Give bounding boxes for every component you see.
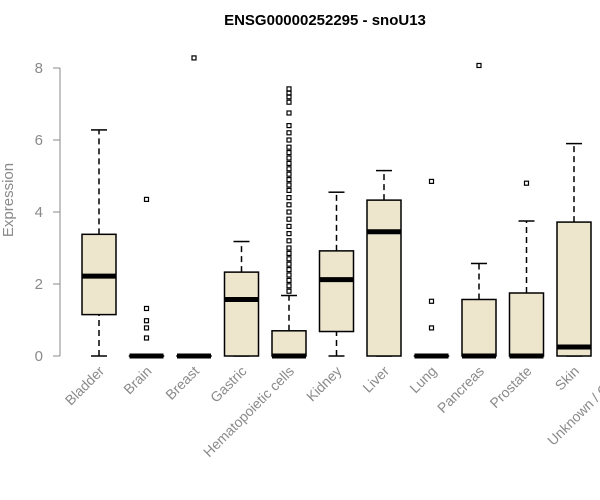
box-rect	[556, 221, 592, 357]
outlier-point	[286, 216, 292, 222]
box-lung	[413, 178, 450, 359]
outlier-point	[143, 196, 150, 202]
outlier-point	[286, 209, 292, 215]
y-axis-ticks: 0 2 4 6 8	[35, 60, 60, 365]
box-rect	[318, 250, 355, 333]
x-tick-label: Brain	[120, 363, 154, 397]
x-tick-label: Skin	[552, 363, 583, 394]
outlier-point	[286, 155, 292, 161]
outlier-point	[286, 256, 292, 262]
outlier-point	[286, 272, 292, 278]
outlier-point	[286, 202, 292, 208]
outlier-point	[286, 223, 292, 229]
outlier-point	[428, 298, 435, 304]
box-brain	[128, 196, 165, 359]
outlier-point	[143, 335, 150, 341]
outlier-point	[286, 86, 292, 92]
outlier-point	[286, 261, 292, 267]
y-tick-label: 8	[35, 60, 43, 77]
x-tick-label: Lung	[406, 363, 439, 396]
outlier-point	[286, 122, 292, 129]
chart-title: ENSG00000252295 - snoU13	[224, 12, 426, 29]
x-tick-label: Bladder	[62, 363, 108, 409]
box-hematopoietic-cells	[271, 86, 307, 359]
outlier-point	[476, 62, 482, 69]
outlier-point	[286, 231, 292, 237]
box-rect	[366, 199, 402, 357]
box-liver	[366, 169, 402, 357]
box-gastric	[223, 240, 260, 357]
outlier-point	[286, 171, 292, 177]
box-kidney	[318, 191, 355, 357]
y-axis-label: Expression	[0, 163, 17, 237]
x-tick-label: Pancreas	[434, 363, 487, 416]
box-rect	[223, 271, 260, 357]
outlier-point	[523, 180, 530, 186]
outlier-point	[286, 99, 292, 105]
y-tick-label: 4	[35, 204, 43, 221]
outlier-point	[286, 110, 292, 116]
box-breast	[176, 55, 212, 359]
outlier-point	[286, 160, 292, 166]
y-tick-label: 2	[35, 276, 43, 293]
outlier-point	[428, 325, 435, 331]
y-tick-label: 0	[35, 348, 43, 365]
outlier-point	[286, 166, 292, 172]
outlier-point	[286, 182, 292, 188]
box-rect	[461, 298, 497, 357]
x-tick-label: Liver	[359, 363, 392, 396]
outlier-point	[428, 178, 435, 184]
box-skin	[556, 142, 592, 357]
outlier-point	[286, 267, 292, 273]
outlier-point	[286, 177, 292, 183]
outlier-point	[286, 277, 292, 283]
outlier-point	[286, 130, 292, 136]
outlier-point	[286, 288, 292, 294]
x-tick-label: Gastric	[207, 363, 250, 406]
box-bladder	[81, 129, 117, 357]
outlier-point	[286, 238, 292, 244]
box-rect	[271, 330, 307, 357]
x-tick-label: Prostate	[486, 363, 534, 411]
outlier-point	[286, 245, 292, 251]
outlier-point	[191, 55, 197, 61]
outlier-point	[286, 283, 292, 289]
outlier-point	[286, 150, 292, 156]
outlier-point	[286, 195, 292, 201]
boxes-group	[81, 55, 592, 359]
outlier-point	[286, 250, 292, 256]
outlier-point	[143, 305, 150, 312]
box-prostate	[508, 180, 545, 359]
x-tick-label: Hematopoietic cells	[200, 363, 297, 460]
box-rect	[508, 292, 545, 357]
outlier-point	[286, 144, 292, 150]
outlier-point	[143, 318, 150, 324]
x-tick-label: Breast	[162, 363, 202, 403]
x-tick-label: Kidney	[303, 363, 345, 405]
outlier-point	[286, 90, 292, 96]
y-tick-label: 6	[35, 132, 43, 149]
outlier-point	[286, 187, 292, 193]
box-pancreas	[461, 62, 497, 359]
outlier-point	[143, 325, 150, 331]
outlier-point	[286, 137, 292, 143]
